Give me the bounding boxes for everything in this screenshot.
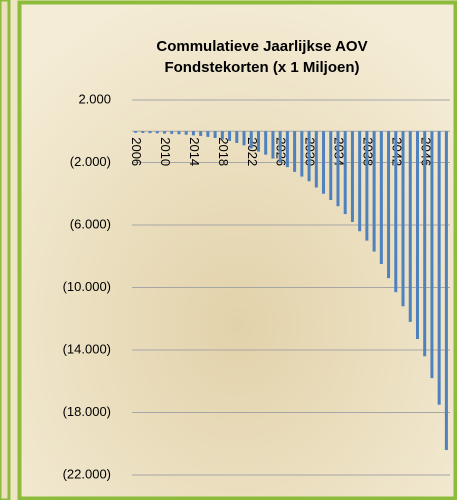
y-tick-label: (10.000): [63, 279, 111, 294]
bar: [445, 131, 448, 450]
y-tick-label: (14.000): [63, 341, 111, 356]
bar: [156, 131, 159, 133]
x-tick-label: 2018: [216, 137, 231, 166]
bar: [293, 131, 296, 172]
y-tick-label: 2.000: [78, 91, 111, 106]
bar: [206, 131, 209, 137]
chart-panel: [20, 3, 456, 499]
y-tick-label: (22.000): [63, 466, 111, 481]
bar: [365, 131, 368, 240]
bar: [170, 131, 173, 134]
y-tick-label: (2.000): [70, 154, 111, 169]
bar: [373, 131, 376, 251]
x-tick-label: 2006: [129, 137, 144, 166]
y-tick-label: (18.000): [63, 404, 111, 419]
bar: [322, 131, 325, 194]
bar: [409, 131, 412, 322]
bar: [192, 131, 195, 135]
bar: [141, 131, 144, 133]
bar: [286, 131, 289, 167]
bar: [394, 131, 397, 292]
bar: [134, 131, 137, 133]
bar: [235, 131, 238, 143]
bar: [199, 131, 202, 136]
left-panel: [0, 0, 9, 500]
bar: [438, 131, 441, 404]
bar: [163, 131, 166, 133]
bar: [351, 131, 354, 222]
chart-title-line-2: Fondstekorten (x 1 Miljoen): [164, 59, 359, 76]
bar: [402, 131, 405, 306]
page: Commulatieve Jaarlijkse AOV Fondstekorte…: [0, 0, 457, 500]
x-tick-label: 2010: [158, 137, 173, 166]
screen: Commulatieve Jaarlijkse AOV Fondstekorte…: [0, 0, 457, 500]
bar: [264, 131, 267, 154]
bar: [185, 131, 188, 134]
bar: [221, 131, 224, 139]
y-tick-label: (6.000): [70, 216, 111, 231]
bar: [149, 131, 152, 133]
bar: [279, 131, 282, 162]
bar: [344, 131, 347, 214]
bar: [380, 131, 383, 264]
bar: [177, 131, 180, 134]
bar: [315, 131, 318, 187]
bar: [423, 131, 426, 356]
bar: [257, 131, 260, 151]
x-tick-label: 2014: [187, 137, 202, 166]
bar: [228, 131, 231, 141]
bar: [336, 131, 339, 206]
bar: [430, 131, 433, 378]
bar: [308, 131, 311, 181]
bar: [250, 131, 253, 148]
chart-title-line-1: Commulatieve Jaarlijkse AOV: [156, 38, 367, 55]
